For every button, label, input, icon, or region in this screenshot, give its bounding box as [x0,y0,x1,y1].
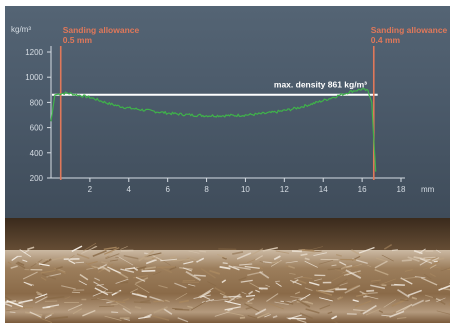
y-tick-label: 600 [30,124,44,133]
x-tick-label: 16 [358,185,367,194]
series-layer [50,87,377,172]
y-tick-label: 1000 [25,73,43,82]
board-cross-section-photo [5,218,450,323]
density-chart-panel: 200 400 600 800 1000 1200 2 4 6 8 10 12 14 16 18 kg/m³ m… [5,6,450,218]
max-density-label: max. density 861 kg/m³ [274,80,367,90]
x-tick-label: 12 [280,185,289,194]
axes-layer: 200 400 600 800 1000 1200 2 4 6 8 10 12 14 16 18 kg/m³ m… [11,25,435,194]
y-tick-label: 400 [30,149,44,158]
x-tick-label: 18 [397,185,406,194]
x-tick-label: 10 [241,185,250,194]
x-axis-label: mm [421,185,435,194]
y-axis-label: kg/m³ [11,25,31,34]
density-profile-line [50,87,377,172]
y-tick-label: 200 [30,174,44,183]
sanding-allowance-value: 0.4 mm [371,35,401,45]
density-profile-chart: 200 400 600 800 1000 1200 2 4 6 8 10 12 14 16 18 kg/m³ m… [11,25,448,194]
x-tick-label: 6 [165,185,170,194]
sanding-allowance-value: 0.5 mm [63,35,93,45]
x-tick-label: 2 [88,185,93,194]
sanding-allowance-label: Sanding allowance [63,25,140,35]
y-tick-label: 1200 [25,48,43,57]
y-tick-label: 800 [30,98,44,107]
x-tick-label: 4 [127,185,132,194]
x-tick-label: 14 [319,185,328,194]
sanding-allowance-label: Sanding allowance [371,25,448,35]
reference-lines-layer [51,46,378,180]
x-tick-label: 8 [204,185,209,194]
